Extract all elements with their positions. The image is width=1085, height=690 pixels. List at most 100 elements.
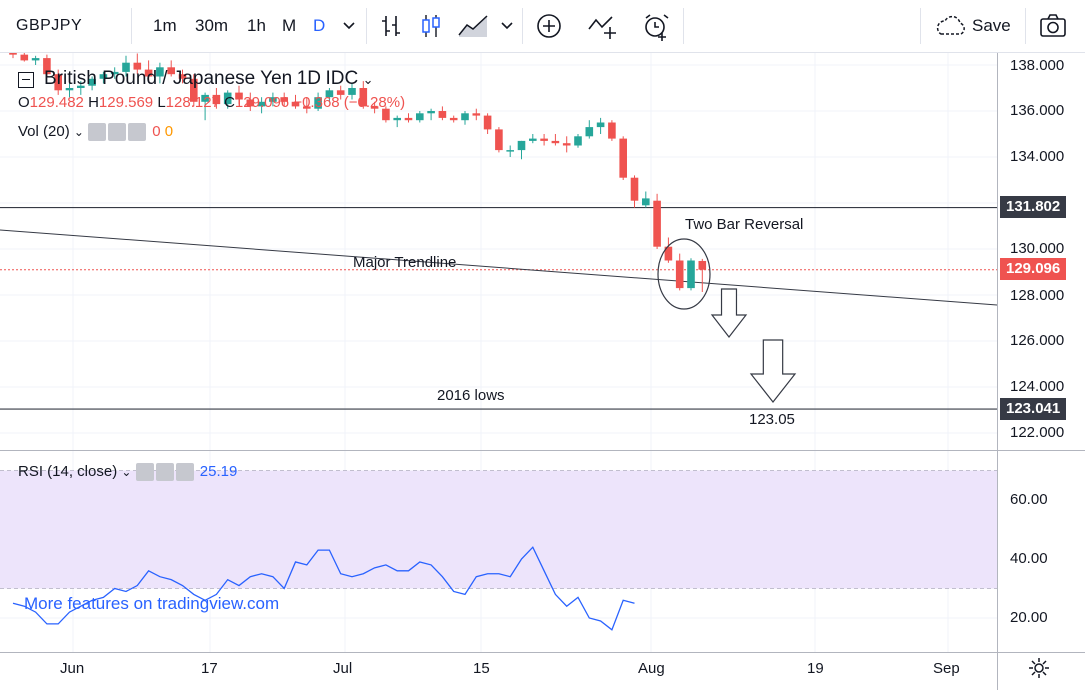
chevron-down-icon[interactable]: ⌄ xyxy=(73,125,84,139)
cloud-icon[interactable] xyxy=(934,0,968,52)
candle-body xyxy=(472,113,481,116)
candle-body xyxy=(77,85,85,88)
rsi-series xyxy=(12,546,635,631)
annotation-2016-lows: 2016 lows xyxy=(437,387,505,404)
candle-body xyxy=(619,138,627,178)
chevron-down-icon[interactable] xyxy=(500,0,514,52)
candle-body xyxy=(43,58,51,75)
candle-body xyxy=(336,90,345,95)
down-arrow-large xyxy=(749,339,797,403)
candle-body xyxy=(167,67,175,75)
toolbar-divider xyxy=(131,8,132,44)
candle-body xyxy=(596,122,605,128)
compare-icon[interactable] xyxy=(588,0,618,52)
area-chart-icon[interactable] xyxy=(458,0,488,52)
annotation-major-trendline: Major Trendline xyxy=(353,254,457,271)
rsi-line xyxy=(12,546,635,631)
down-arrow-small xyxy=(710,288,748,338)
close-icon[interactable] xyxy=(128,123,147,142)
interval-day-button[interactable]: D xyxy=(313,16,326,35)
candle-body xyxy=(88,78,96,86)
axes xyxy=(0,53,1085,690)
interval-1h-button[interactable]: 1h xyxy=(247,16,266,35)
candle-body xyxy=(20,54,29,61)
volume-value-2: 0 xyxy=(164,123,174,140)
volume-legend: Vol (20) ⌄ 0 0 xyxy=(18,123,174,142)
price-badge-resistance: 131.802 xyxy=(1000,196,1067,218)
save-button[interactable]: Save xyxy=(972,16,1011,35)
bar-chart-icon[interactable] xyxy=(380,0,402,52)
candle-body xyxy=(438,111,447,118)
ohlc-legend: O129.482 H129.569 L128.127 C129.096 −0.3… xyxy=(18,94,405,111)
collapse-legend-icon[interactable] xyxy=(18,71,34,88)
chevron-down-icon[interactable] xyxy=(342,0,356,52)
candle-body xyxy=(642,198,650,206)
candle-body xyxy=(551,140,560,144)
candle-body xyxy=(382,108,390,121)
candle-body xyxy=(562,143,571,146)
volume-value-1: 0 xyxy=(152,123,161,140)
chevron-down-icon[interactable]: ⌄ xyxy=(121,465,132,479)
candle-body xyxy=(540,138,548,141)
camera-icon[interactable] xyxy=(1039,0,1067,52)
candle-body xyxy=(416,113,424,121)
top-toolbar: GBPJPY 1m 30m 1h M D Save xyxy=(0,0,1085,53)
eye-icon[interactable] xyxy=(135,463,154,482)
price-tick: 124.000 xyxy=(1010,378,1065,395)
candle-body xyxy=(235,92,243,100)
candle-body xyxy=(574,136,582,146)
time-tick: Jul xyxy=(333,660,353,677)
price-tick: 130.000 xyxy=(1010,240,1065,257)
settings-gear-icon[interactable] xyxy=(1028,657,1050,684)
candle-body xyxy=(608,122,616,139)
candle-body xyxy=(687,260,695,289)
tradingview-promo-link[interactable]: More features on tradingview.com xyxy=(24,594,280,613)
rsi-legend: RSI (14, close) ⌄ 25.19 xyxy=(18,463,238,482)
candle-body xyxy=(65,88,74,91)
candle-body xyxy=(675,260,684,289)
symbol-search-button[interactable]: GBPJPY xyxy=(16,17,83,34)
price-tick: 136.000 xyxy=(1010,102,1065,119)
annotation-target-price: 123.05 xyxy=(749,411,795,428)
add-indicator-icon[interactable] xyxy=(536,0,562,52)
candle-body xyxy=(133,62,142,70)
candle-body xyxy=(495,129,503,151)
eye-icon[interactable] xyxy=(88,123,107,142)
candle-body xyxy=(404,117,413,121)
chart-canvas[interactable] xyxy=(0,53,1085,690)
candlestick-icon[interactable] xyxy=(420,0,442,52)
candle-body xyxy=(325,90,334,98)
interval-1m-button[interactable]: 1m xyxy=(153,16,177,35)
rsi-tick: 20.00 xyxy=(1010,609,1048,626)
volume-label: Vol (20) xyxy=(18,123,70,140)
toolbar-divider xyxy=(522,8,523,44)
rsi-tick: 40.00 xyxy=(1010,550,1048,567)
candle-body xyxy=(223,92,232,105)
candle-body xyxy=(110,71,119,75)
rsi-label: RSI (14, close) xyxy=(18,463,118,480)
gear-icon[interactable] xyxy=(108,123,127,142)
candle-body xyxy=(291,101,300,107)
interval-month-button[interactable]: M xyxy=(282,16,297,35)
chevron-down-icon[interactable]: ⌄ xyxy=(362,72,374,87)
legend-exchange: IDC xyxy=(325,68,359,89)
candle-body xyxy=(201,94,209,102)
candle-body xyxy=(517,140,526,151)
candle-body xyxy=(653,200,661,247)
alert-icon[interactable] xyxy=(642,0,670,52)
change-value: −0.368 (−0.28%) xyxy=(293,94,406,111)
rsi-value: 25.19 xyxy=(199,463,238,480)
candle-body xyxy=(483,115,492,130)
candlestick-series xyxy=(9,53,707,293)
toolbar-divider xyxy=(683,8,684,44)
gear-icon[interactable] xyxy=(155,463,174,482)
close-label: C xyxy=(224,94,235,111)
candle-body xyxy=(269,97,277,102)
time-tick: 17 xyxy=(201,660,218,677)
candle-body xyxy=(314,97,322,109)
time-tick: Aug xyxy=(638,660,665,677)
toolbar-divider xyxy=(366,8,367,44)
close-icon[interactable] xyxy=(175,463,194,482)
price-tick: 122.000 xyxy=(1010,424,1065,441)
interval-30m-button[interactable]: 30m xyxy=(195,16,229,35)
